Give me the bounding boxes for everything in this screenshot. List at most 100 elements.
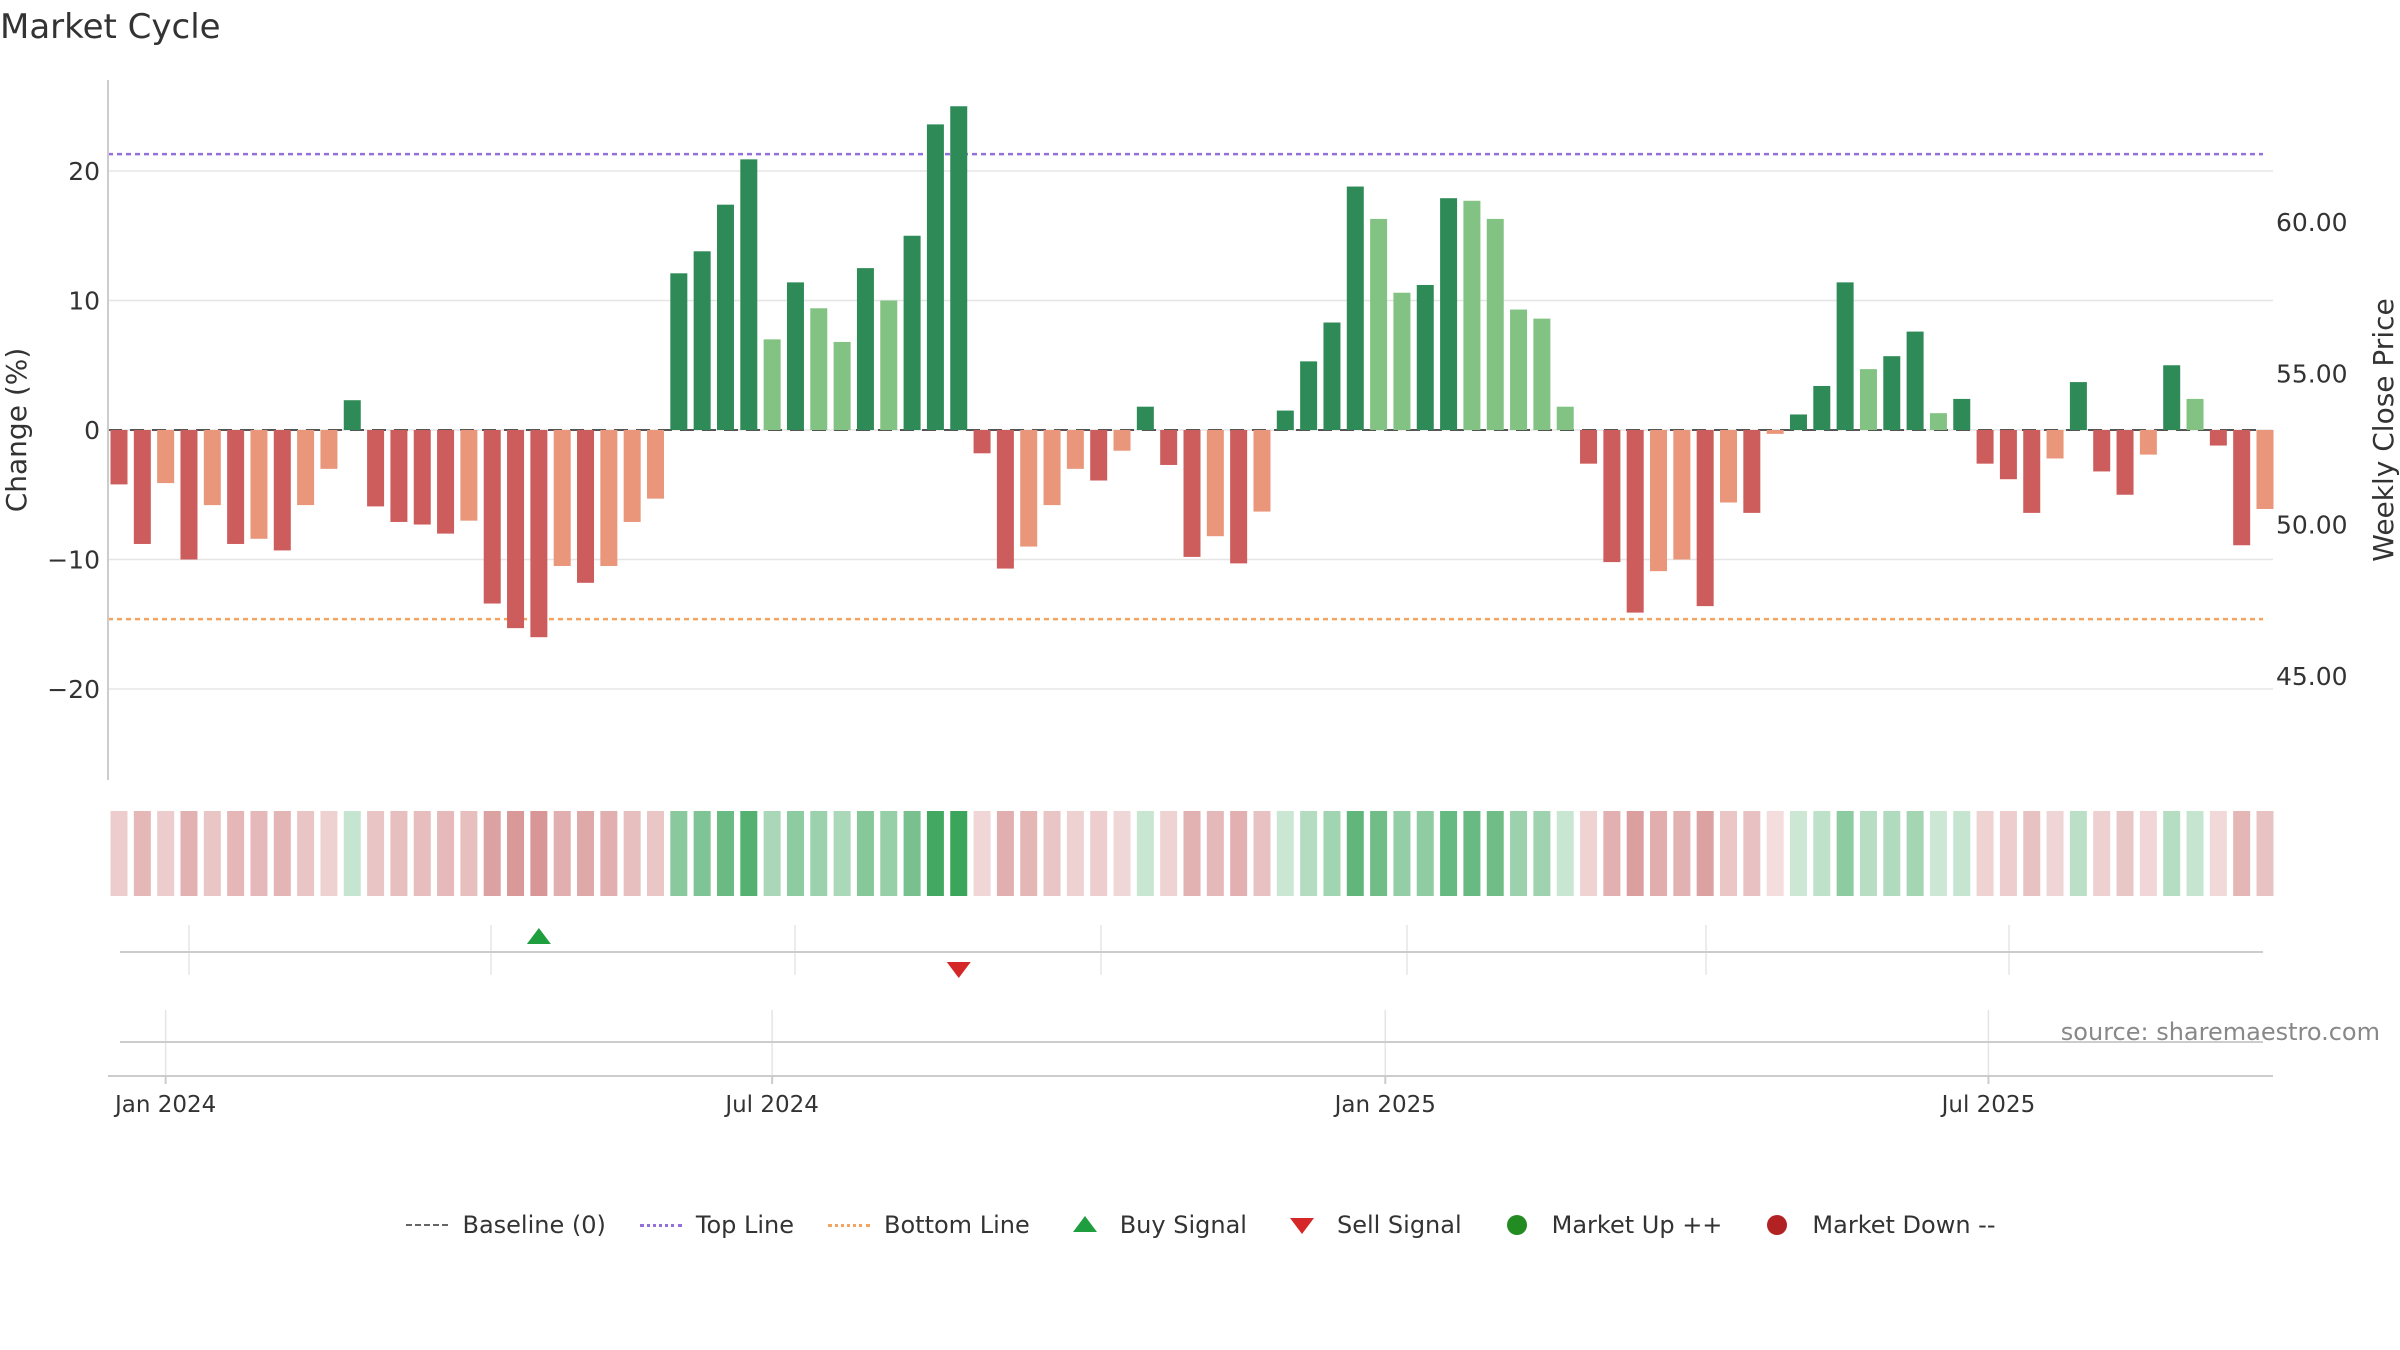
legend-item-bottom-line: Bottom Line — [826, 1211, 1030, 1239]
bar — [1813, 385, 1831, 430]
heatmap-cell — [1323, 811, 1341, 896]
heatmap-cell — [740, 811, 758, 896]
bar — [2046, 430, 2064, 459]
circle-icon — [1494, 1213, 1540, 1237]
heatmap-cell — [390, 811, 408, 896]
legend-item-sell-signal: Sell Signal — [1279, 1211, 1462, 1239]
heatmap-cell — [810, 811, 828, 896]
heatmap-cell — [1696, 811, 1714, 896]
bar — [1836, 282, 1854, 430]
bar — [1696, 430, 1714, 607]
heatmap-cell — [1510, 811, 1528, 896]
heatmap-cell — [1440, 811, 1458, 896]
bar — [1276, 410, 1294, 430]
legend-item-market-down: Market Down -- — [1754, 1211, 1996, 1239]
bar — [1090, 430, 1108, 481]
legend-label-top-line: Top Line — [695, 1211, 795, 1239]
bar — [1020, 430, 1038, 547]
bar — [1906, 331, 1924, 430]
y-tick-label: −10 — [47, 546, 100, 575]
bar — [1603, 430, 1621, 563]
bar — [250, 430, 268, 539]
bar — [413, 430, 431, 525]
heatmap-cell — [1766, 811, 1784, 896]
bar — [926, 124, 944, 430]
bar — [110, 430, 128, 485]
heatmap-cell — [2209, 811, 2227, 896]
bar — [2069, 382, 2087, 430]
heatmap-cell — [1370, 811, 1388, 896]
heatmap-cell — [1720, 811, 1737, 896]
bar — [1859, 369, 1877, 430]
bar — [1370, 218, 1388, 430]
heatmap-cell — [530, 811, 548, 896]
heatmap-cell — [507, 811, 525, 896]
heatmap-cell — [2116, 811, 2134, 896]
heatmap-cell — [2069, 811, 2087, 896]
dotted-line-icon — [826, 1213, 872, 1237]
bar — [1673, 430, 1691, 560]
x-tick-label: Jul 2024 — [723, 1092, 819, 1118]
y-axis-label-right: Weekly Close Price — [2367, 298, 2400, 561]
heatmap-cell — [1393, 811, 1411, 896]
bar — [1416, 284, 1434, 430]
legend-label-sell-signal: Sell Signal — [1336, 1211, 1462, 1239]
bar — [273, 430, 291, 551]
heatmap-cell — [1743, 811, 1761, 896]
heatmap-cell — [1183, 811, 1201, 896]
heatmap-cell — [926, 811, 944, 896]
bar — [1230, 430, 1248, 564]
y-tick-label: 0 — [84, 416, 100, 445]
buy-signal-marker — [526, 928, 551, 944]
bar — [1976, 430, 1994, 464]
bar — [2186, 398, 2204, 430]
heatmap-cell — [1230, 811, 1248, 896]
bar — [716, 204, 734, 430]
bar — [2139, 430, 2157, 455]
bar — [1650, 430, 1668, 572]
heatmap-cell — [1206, 811, 1224, 896]
bar — [1253, 430, 1271, 512]
bar — [600, 430, 618, 566]
bar — [553, 430, 571, 566]
heatmap-cell — [1300, 811, 1318, 896]
heatmap-cell — [2233, 811, 2251, 896]
y-tick-label: −20 — [47, 675, 100, 704]
bar — [1580, 430, 1598, 464]
dotted-line-icon — [638, 1213, 684, 1237]
bar — [1113, 430, 1131, 451]
bar — [180, 430, 198, 560]
bar — [1043, 430, 1061, 506]
heatmap-cell — [2093, 811, 2111, 896]
heatmap-cell — [1953, 811, 1971, 896]
y-axis-label: Change (%) — [0, 348, 33, 513]
heatmap-cell — [1673, 811, 1691, 896]
heatmap-cell — [367, 811, 385, 896]
x-tick-label: Jul 2025 — [1940, 1092, 2036, 1118]
x-tick-label: Jan 2025 — [1333, 1092, 1436, 1118]
heatmap-cell — [600, 811, 618, 896]
heatmap-cell — [1276, 811, 1294, 896]
heatmap-cell — [180, 811, 198, 896]
axes-layer: −20 −10 0 10 20 45.00 50.00 55.00 60.00 — [47, 80, 2348, 780]
bar — [1323, 322, 1341, 430]
heatmap-cell — [1020, 811, 1038, 896]
heatmap-cell — [553, 811, 571, 896]
legend-label-baseline: Baseline (0) — [462, 1211, 606, 1239]
heatmap-cell — [1136, 811, 1154, 896]
heatmap-cell — [647, 811, 664, 896]
bar — [460, 430, 478, 521]
heatmap-cell — [250, 811, 268, 896]
heatmap-cell — [2256, 811, 2274, 896]
bar — [2093, 430, 2111, 472]
bar — [367, 430, 385, 507]
heatmap-cell — [157, 811, 175, 896]
y-tick-label: 20 — [68, 157, 100, 186]
heatmap-cell — [437, 811, 455, 896]
heatmap-cell — [1813, 811, 1831, 896]
heatmap-cell — [2186, 811, 2204, 896]
bar — [1789, 414, 1807, 430]
heatmap-cell — [297, 811, 315, 896]
bar — [996, 430, 1014, 569]
